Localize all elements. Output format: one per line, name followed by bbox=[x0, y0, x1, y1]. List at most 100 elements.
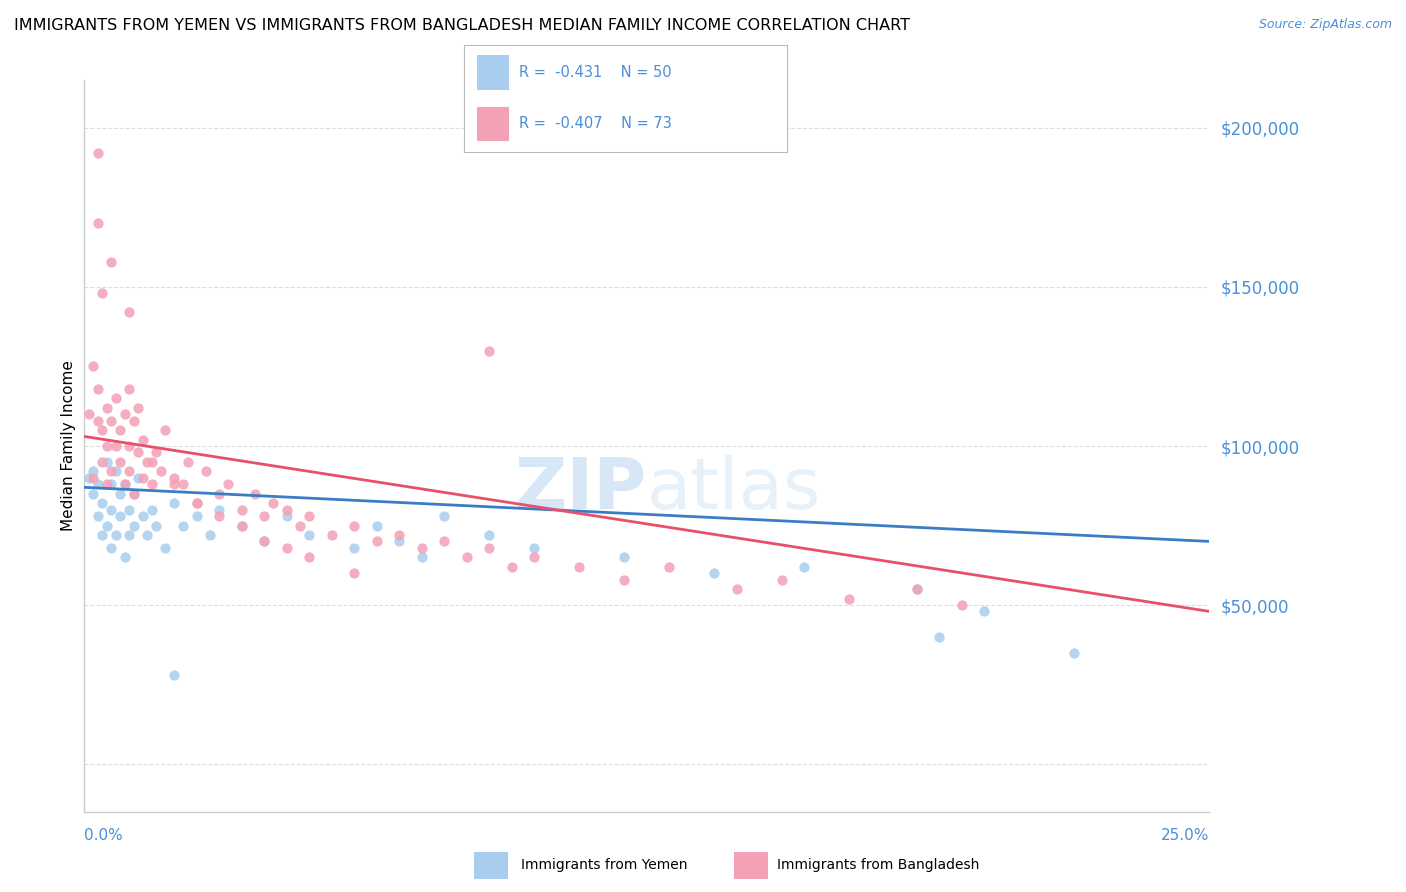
Point bbox=[501, 559, 523, 574]
FancyBboxPatch shape bbox=[477, 55, 509, 89]
Point bbox=[523, 541, 546, 555]
Text: R =  -0.431    N = 50: R = -0.431 N = 50 bbox=[519, 65, 672, 80]
Point bbox=[245, 486, 267, 500]
Point bbox=[127, 471, 149, 485]
Point bbox=[132, 508, 155, 523]
Point bbox=[87, 216, 110, 230]
Point bbox=[186, 508, 208, 523]
Point bbox=[136, 528, 159, 542]
Point bbox=[163, 668, 186, 682]
Point bbox=[118, 305, 141, 319]
Point bbox=[172, 518, 194, 533]
Point bbox=[411, 541, 433, 555]
Point bbox=[905, 582, 928, 596]
Point bbox=[145, 445, 167, 459]
Point bbox=[104, 465, 127, 479]
Point bbox=[145, 518, 167, 533]
Point bbox=[100, 477, 122, 491]
Point bbox=[343, 518, 366, 533]
Point bbox=[100, 541, 122, 555]
Point bbox=[411, 550, 433, 565]
Point bbox=[114, 477, 136, 491]
Point bbox=[928, 630, 950, 644]
Point bbox=[122, 413, 145, 427]
Point bbox=[276, 502, 298, 516]
Point bbox=[110, 423, 132, 437]
Point bbox=[163, 477, 186, 491]
Point bbox=[262, 496, 284, 510]
Point bbox=[388, 528, 411, 542]
FancyBboxPatch shape bbox=[474, 852, 508, 879]
Point bbox=[973, 604, 995, 618]
Point bbox=[208, 508, 231, 523]
Point bbox=[118, 439, 141, 453]
Point bbox=[343, 541, 366, 555]
Point bbox=[366, 534, 388, 549]
Point bbox=[118, 382, 141, 396]
Point bbox=[478, 541, 501, 555]
Point bbox=[186, 496, 208, 510]
Point bbox=[194, 465, 217, 479]
Point bbox=[122, 518, 145, 533]
Point bbox=[186, 496, 208, 510]
Point bbox=[725, 582, 748, 596]
Text: atlas: atlas bbox=[647, 456, 821, 524]
Point bbox=[104, 392, 127, 406]
Point bbox=[100, 465, 122, 479]
Point bbox=[343, 566, 366, 581]
Point bbox=[298, 528, 321, 542]
Point bbox=[658, 559, 681, 574]
Point bbox=[82, 465, 104, 479]
Text: 0.0%: 0.0% bbox=[84, 828, 124, 843]
Point bbox=[110, 508, 132, 523]
Point bbox=[122, 486, 145, 500]
Point bbox=[950, 598, 973, 612]
Point bbox=[177, 455, 200, 469]
Point bbox=[276, 541, 298, 555]
Point bbox=[231, 518, 253, 533]
Point bbox=[77, 407, 100, 421]
Point bbox=[231, 502, 253, 516]
Point bbox=[127, 445, 149, 459]
Point bbox=[96, 455, 118, 469]
Point bbox=[118, 528, 141, 542]
Point bbox=[253, 508, 276, 523]
Point bbox=[114, 477, 136, 491]
Point bbox=[613, 573, 636, 587]
Point bbox=[141, 455, 163, 469]
Point bbox=[770, 573, 793, 587]
Point bbox=[87, 382, 110, 396]
Point bbox=[478, 343, 501, 358]
Point bbox=[100, 413, 122, 427]
Point bbox=[82, 471, 104, 485]
Point bbox=[366, 518, 388, 533]
Point bbox=[91, 423, 114, 437]
Point bbox=[793, 559, 815, 574]
Point bbox=[321, 528, 343, 542]
Point bbox=[82, 486, 104, 500]
Point bbox=[118, 502, 141, 516]
Point bbox=[905, 582, 928, 596]
Point bbox=[231, 518, 253, 533]
Point bbox=[478, 528, 501, 542]
Point bbox=[87, 508, 110, 523]
Point bbox=[433, 534, 456, 549]
Point bbox=[82, 359, 104, 374]
Point bbox=[96, 401, 118, 415]
Point bbox=[172, 477, 194, 491]
Point bbox=[149, 465, 172, 479]
Point bbox=[110, 455, 132, 469]
Point bbox=[122, 486, 145, 500]
Point bbox=[96, 477, 118, 491]
Point bbox=[276, 508, 298, 523]
Point bbox=[96, 439, 118, 453]
Point bbox=[127, 401, 149, 415]
Point bbox=[200, 528, 222, 542]
Point bbox=[523, 550, 546, 565]
Point bbox=[100, 254, 122, 268]
Point bbox=[433, 508, 456, 523]
Point bbox=[163, 496, 186, 510]
Point bbox=[132, 433, 155, 447]
Point bbox=[132, 471, 155, 485]
Point bbox=[87, 477, 110, 491]
